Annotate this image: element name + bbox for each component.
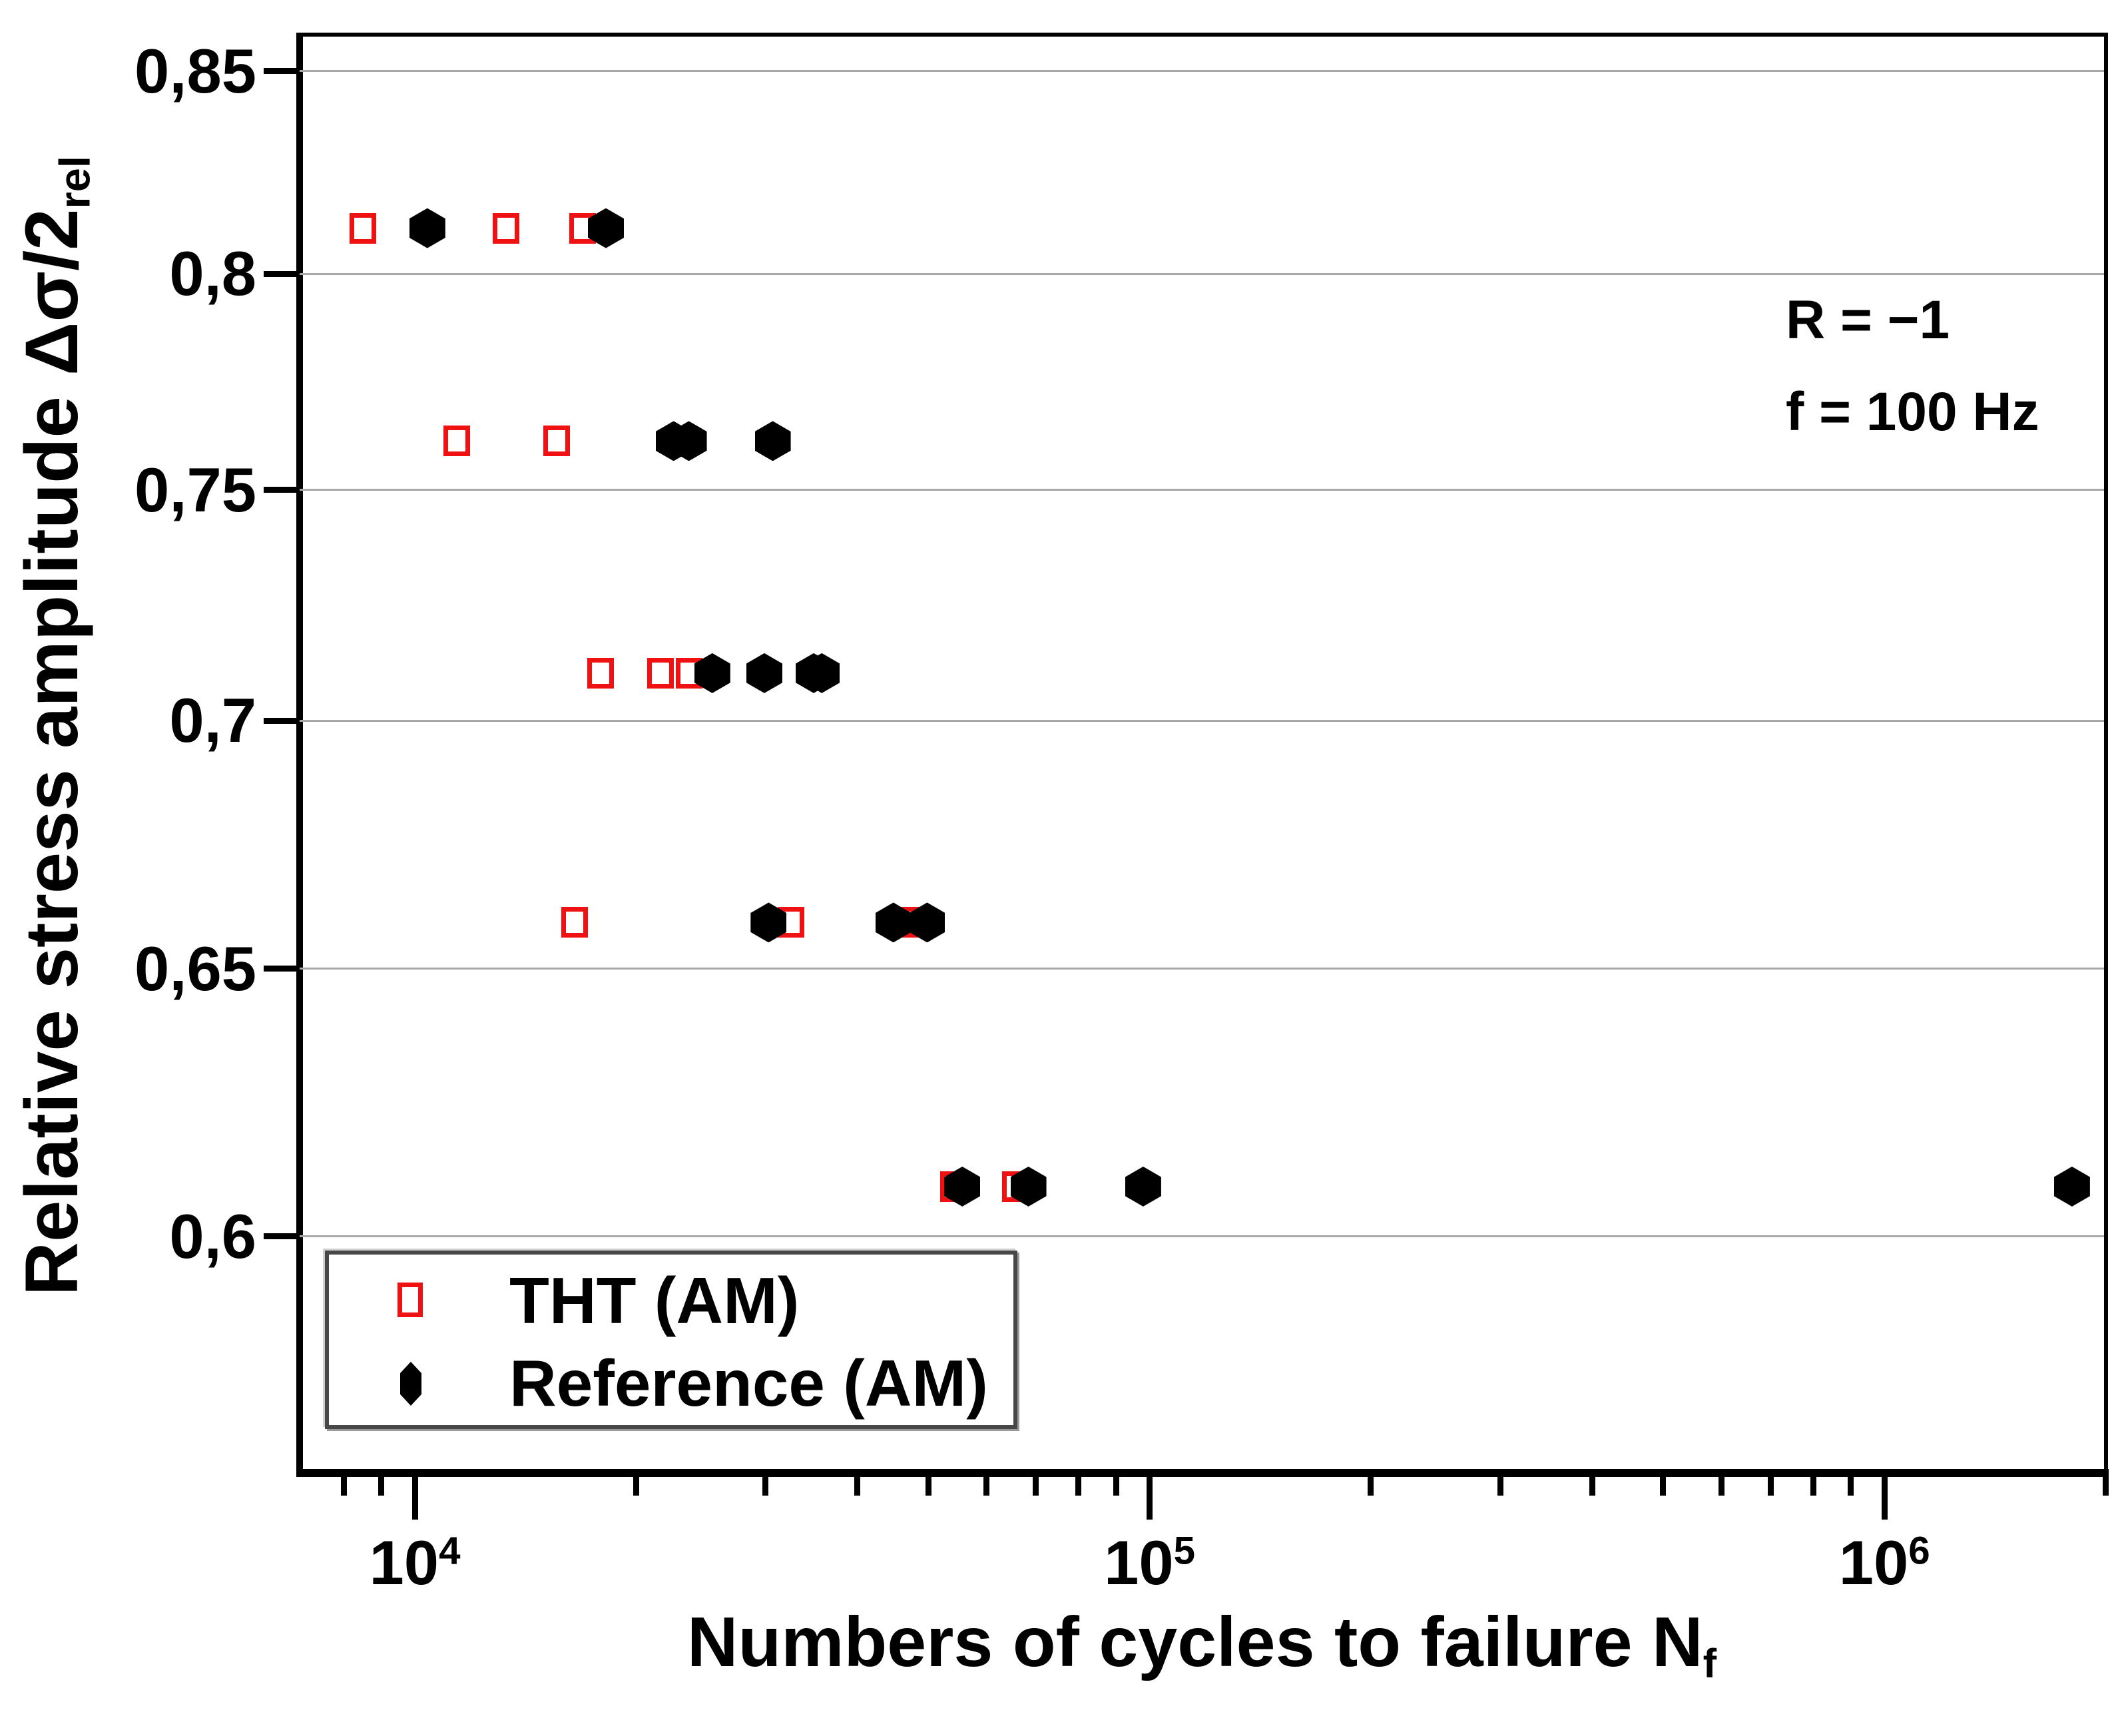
y-tick-label: 0,65: [134, 933, 256, 1004]
data-point-reference: [875, 902, 912, 943]
x-axis-minor-tick: [1589, 1469, 1595, 1496]
x-axis-minor-tick: [340, 1469, 347, 1496]
x-axis-minor-tick: [1660, 1469, 1667, 1496]
y-gridline: [300, 272, 2104, 275]
y-gridline: [300, 1235, 2104, 1238]
hexagon-marker-shape: [1125, 1166, 1161, 1207]
x-axis-minor-tick: [1810, 1469, 1816, 1496]
legend: [325, 1251, 1017, 1429]
data-point-tht: [561, 907, 589, 938]
data-point-reference: [2053, 1166, 2090, 1207]
x-axis-minor-tick: [1368, 1469, 1374, 1496]
y-axis-tick: [264, 1233, 300, 1240]
data-point-tht: [350, 212, 377, 244]
data-point-reference: [1125, 1166, 1161, 1207]
data-point-reference: [944, 1166, 981, 1207]
y-axis-title-subscript: rel: [50, 156, 99, 209]
hexagon-marker-shape: [409, 208, 445, 248]
x-tick-label: 104: [369, 1528, 461, 1597]
data-point-reference: [754, 421, 791, 461]
annotation-frequency: f = 100 Hz: [1786, 382, 2039, 442]
y-tick-label: 0,6: [169, 1201, 256, 1271]
data-point-reference: [694, 653, 730, 693]
y-tick-label: 0,8: [169, 238, 256, 309]
legend-tht-label: THT (AM): [509, 1264, 800, 1337]
hexagon-marker-shape: [746, 653, 782, 693]
hexagon-marker-shape: [754, 421, 791, 461]
x-axis-minor-tick: [2102, 1469, 2109, 1496]
x-axis-minor-tick: [1497, 1469, 1503, 1496]
x-axis-minor-tick: [854, 1469, 860, 1496]
y-axis-tick: [264, 270, 300, 277]
x-axis-minor-tick: [1113, 1469, 1119, 1496]
x-axis-title-subscript: f: [1703, 1641, 1717, 1687]
y-axis-tick: [264, 717, 300, 724]
hexagon-marker-shape: [875, 902, 912, 943]
y-tick-label: 0,75: [134, 454, 256, 525]
y-gridline: [300, 70, 2104, 73]
hexagon-marker-shape: [750, 902, 787, 943]
x-axis-minor-tick: [1767, 1469, 1774, 1496]
data-point-reference: [670, 421, 707, 461]
hexagon-marker-shape: [1010, 1166, 1047, 1207]
x-axis-major-tick: [1881, 1469, 1888, 1520]
x-axis-minor-tick: [633, 1469, 639, 1496]
hexagon-marker-shape: [804, 653, 840, 693]
data-point-reference: [409, 208, 445, 248]
legend-tht-marker-icon: [397, 1283, 423, 1317]
hexagon-marker-shape: [670, 421, 707, 461]
data-point-reference: [588, 208, 625, 248]
annotation-stress-ratio: R = −1: [1786, 290, 1950, 350]
y-tick-label: 0,85: [134, 35, 256, 106]
x-axis-minor-tick: [925, 1469, 931, 1496]
hexagon-marker-shape: [588, 208, 625, 248]
x-axis-minor-tick: [1718, 1469, 1724, 1496]
y-gridline: [300, 489, 2104, 491]
hexagon-marker-shape: [944, 1166, 981, 1207]
y-tick-label: 0,7: [169, 685, 256, 756]
data-point-tht: [492, 212, 519, 244]
x-axis-major-tick: [411, 1469, 418, 1520]
data-point-reference: [750, 902, 787, 943]
data-point-tht: [647, 657, 674, 689]
x-axis-minor-tick: [762, 1469, 769, 1496]
data-point-reference: [1010, 1166, 1047, 1207]
x-axis-major-tick: [1147, 1469, 1153, 1520]
data-point-tht: [443, 426, 470, 457]
y-gridline: [300, 968, 2104, 970]
y-axis-tick: [264, 68, 300, 75]
legend-reference-marker-icon: [400, 1362, 421, 1406]
hexagon-marker-shape: [909, 902, 945, 943]
y-axis-tick: [264, 487, 300, 493]
plot-area-frame: [296, 33, 2108, 1477]
y-axis-title: Relative stress amplitude Δσ/2rel: [10, 156, 99, 1296]
data-point-reference: [804, 653, 840, 693]
y-axis-tick: [264, 966, 300, 972]
y-gridline: [300, 719, 2104, 722]
x-axis-minor-tick: [1033, 1469, 1039, 1496]
hexagon-marker-shape: [2053, 1166, 2090, 1207]
data-point-reference: [909, 902, 945, 943]
data-point-tht: [543, 426, 571, 457]
x-axis-minor-tick: [378, 1469, 384, 1496]
data-point-reference: [746, 653, 782, 693]
x-tick-label: 106: [1838, 1528, 1930, 1597]
x-axis-minor-tick: [983, 1469, 990, 1496]
legend-reference-label: Reference (AM): [509, 1346, 988, 1420]
data-point-tht: [587, 657, 615, 689]
x-axis-minor-tick: [1075, 1469, 1082, 1496]
x-axis-title: Numbers of cycles to failure Nf: [686, 1603, 1717, 1687]
x-axis-minor-tick: [1848, 1469, 1854, 1496]
x-tick-label: 105: [1104, 1528, 1196, 1597]
hexagon-marker-shape: [694, 653, 730, 693]
